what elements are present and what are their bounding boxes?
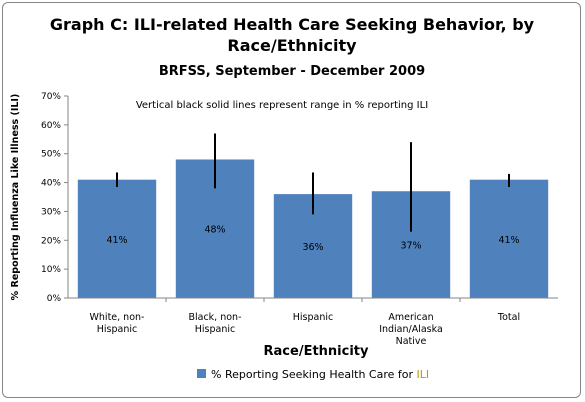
bar <box>469 179 549 298</box>
data-label: 41% <box>106 235 127 246</box>
data-label: 36% <box>302 242 323 253</box>
chart-note: Vertical black solid lines represent ran… <box>136 100 428 111</box>
y-axis-ticks: 0% 10% 20% 30% 40% 50% 60% 70% <box>41 92 68 304</box>
chart-title-line2: Race/Ethnicity <box>227 36 357 55</box>
category-label: Black, non- <box>188 312 241 323</box>
category-label: American <box>388 312 433 323</box>
legend: % Reporting Seeking Health Care for ILI <box>197 368 429 381</box>
legend-label-highlight: ILI <box>417 368 430 381</box>
y-tick-label: 0% <box>47 294 62 304</box>
error-bars <box>116 133 510 232</box>
chart-title-line1: Graph C: ILI-related Health Care Seeking… <box>50 15 535 34</box>
data-label: 37% <box>400 241 421 252</box>
category-label: White, non- <box>90 312 145 323</box>
data-label: 41% <box>498 235 519 246</box>
y-tick-label: 10% <box>41 265 61 275</box>
data-label: 48% <box>204 225 225 236</box>
chart-subtitle: BRFSS, September - December 2009 <box>159 64 425 79</box>
y-tick-label: 40% <box>41 179 61 189</box>
data-labels: 41% 48% 36% 37% 41% <box>106 225 519 253</box>
category-label: Hispanic <box>97 324 137 335</box>
category-label: Total <box>497 312 520 323</box>
y-tick-label: 60% <box>41 121 61 131</box>
y-tick-label: 20% <box>41 236 61 246</box>
y-tick-label: 50% <box>41 150 61 160</box>
category-label: Indian/Alaska <box>379 324 443 335</box>
y-axis-title: % Reporting Influenza Like Illness (ILI) <box>10 94 21 301</box>
x-axis-title: Race/Ethnicity <box>264 344 369 359</box>
legend-label-prefix: % Reporting Seeking Health Care for <box>211 368 417 381</box>
y-tick-label: 70% <box>41 92 61 102</box>
y-tick-label: 30% <box>41 207 61 217</box>
category-label: Hispanic <box>195 324 235 335</box>
legend-label: % Reporting Seeking Health Care for ILI <box>211 368 429 381</box>
bar <box>77 179 157 298</box>
category-label: Hispanic <box>293 312 333 323</box>
category-label: Native <box>396 336 427 347</box>
legend-swatch <box>197 369 206 378</box>
